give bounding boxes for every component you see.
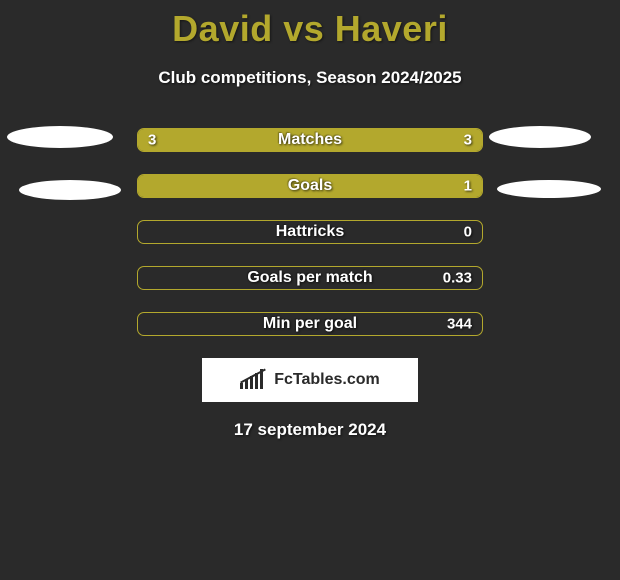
stat-value-right: 0.33 bbox=[443, 270, 472, 287]
stat-row: Hattricks0 bbox=[137, 220, 483, 244]
stat-fill-right bbox=[310, 129, 482, 151]
stat-label: Hattricks bbox=[138, 223, 482, 241]
brand-logo-text: FcTables.com bbox=[274, 371, 380, 389]
page-title: David vs Haveri bbox=[0, 0, 620, 50]
stat-value-right: 0 bbox=[464, 224, 472, 241]
stat-row: Min per goal344 bbox=[137, 312, 483, 336]
stat-row: Goals per match0.33 bbox=[137, 266, 483, 290]
stat-row: Goals1 bbox=[137, 174, 483, 198]
player2-bottom-ellipse bbox=[497, 180, 601, 198]
player2-top-ellipse bbox=[489, 126, 591, 148]
stat-label: Goals per match bbox=[138, 269, 482, 287]
chart-icon bbox=[240, 369, 268, 391]
player1-top-ellipse bbox=[7, 126, 113, 148]
stat-fill-right bbox=[138, 175, 482, 197]
stat-label: Min per goal bbox=[138, 315, 482, 333]
date-text: 17 september 2024 bbox=[0, 420, 620, 440]
stat-fill-left bbox=[138, 129, 310, 151]
stat-row: 3Matches3 bbox=[137, 128, 483, 152]
subtitle: Club competitions, Season 2024/2025 bbox=[0, 68, 620, 88]
brand-logo[interactable]: FcTables.com bbox=[202, 358, 418, 402]
stat-value-right: 344 bbox=[447, 316, 472, 333]
stats-rows: 3Matches3 Goals1 Hattricks0 Goals per match… bbox=[137, 128, 483, 336]
player1-bottom-ellipse bbox=[19, 180, 121, 200]
